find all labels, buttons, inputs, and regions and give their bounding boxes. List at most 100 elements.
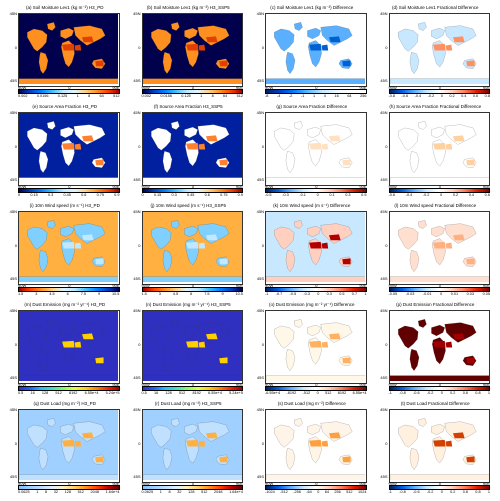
colorbar-ticks: -0.8-0.6-0.4-0.200.20.40.60.8 [389,95,491,99]
colorbar-gradient [142,89,244,94]
region-sahara [309,440,321,447]
panel-title: (h) Source Area Fraction Fractional Diff… [375,103,497,111]
region-c_asia [329,135,341,141]
region-c_asia [329,234,341,240]
region-sahara [433,440,445,447]
region-c_asia [206,333,218,339]
region-arabia [445,144,452,150]
panel-a: (a) Soil Moisture Lev1 (kg m⁻²) H3_PD45N… [4,4,126,101]
region-arabia [198,441,205,447]
region-aus_desert [342,456,350,462]
colorbar-ticks: -6.55e+4-8192-512051281926.55e+4 [265,392,367,396]
region-sahara [186,440,198,447]
region-arabia [322,441,329,447]
land-antarctica [143,178,242,184]
colorbar-ticks: 0.0625183212851220481.64e+4 [142,491,244,495]
colorbar-ticks: 0.51612851281926.55e+45.24e+5 [142,392,244,396]
panel-q: (q) Dust Load (mg m⁻²) H3_PD45N045S90W09… [4,400,126,497]
region-aus_desert [342,60,350,66]
map-area [265,112,367,186]
land-antarctica [266,277,365,283]
region-c_asia [206,432,218,438]
panel-title: (c) Soil Moisture Lev1 (kg m⁻²) Differen… [251,4,373,12]
colorbar: -6.55e+4-8192-512051281926.55e+4 [265,386,367,398]
region-arabia [322,342,329,348]
y-axis-labels: 45N045S [375,408,389,479]
region-sahara [186,143,198,150]
land-antarctica [390,79,489,85]
panel-title: (p) Dust Emission Fractional Difference [375,301,497,309]
land-antarctica [390,277,489,283]
land-antarctica [19,178,118,184]
y-axis-labels: 45N045S [128,309,142,380]
colorbar-ticks: 00.150.30.450.60.750.9 [142,194,244,198]
region-aus_desert [466,456,474,462]
region-arabia [322,45,329,51]
region-arabia [198,342,205,348]
y-axis-labels: 45N045S [128,408,142,479]
panel-n: (n) Dust Emission (mg m⁻² yr⁻¹) H3_SSP54… [128,301,250,398]
map-area [142,13,244,87]
region-sahara [309,143,321,150]
region-arabia [75,243,82,249]
region-sahara [62,341,74,348]
colorbar-ticks: 0.51612851281926.55e+45.24e+5 [18,392,120,396]
panel-i: (i) 10m Wind speed (m s⁻¹) H3_PD45N045S9… [4,202,126,299]
land-antarctica [266,475,365,481]
y-axis-labels: 45N045S [128,12,142,83]
map-area [18,112,120,186]
panel-f: (f) Source Area Fraction H3_SSP545N045S9… [128,103,250,200]
map-area [265,409,367,483]
y-axis-labels: 45N045S [4,12,18,83]
panel-s: (s) Dust Load (mg m⁻²) Difference45N045S… [251,400,373,497]
colorbar: -0.05-0.03-0.0100.010.030.05 [389,287,491,299]
region-sahara [309,341,321,348]
region-c_asia [82,135,94,141]
y-axis-labels: 45N045S [251,12,265,83]
colorbar-ticks: -0.5-0.3-0.100.10.30.5 [265,194,367,198]
region-arabia [198,45,205,51]
region-arabia [322,144,329,150]
region-c_asia [329,36,341,42]
y-axis-labels: 45N045S [128,210,142,281]
map-area [389,409,491,483]
map-area [18,310,120,384]
region-c_asia [453,234,465,240]
panel-title: (s) Dust Load (mg m⁻²) Difference [251,400,373,408]
panel-title: (i) 10m Wind speed (m s⁻¹) H3_PD [4,202,126,210]
panel-d: (d) Soil Moisture Lev1 Fractional Differ… [375,4,497,101]
y-axis-labels: 45N045S [251,210,265,281]
colorbar: 0.0020.01560.1251864512 [142,89,244,101]
region-aus_desert [466,159,474,165]
panel-g: (g) Source Area Fraction Difference45N04… [251,103,373,200]
colorbar: 0.0625183212851220481.64e+4 [142,485,244,497]
colorbar-ticks: 0.0020.01560.1251864512 [142,95,244,99]
y-axis-labels: 45N045S [4,210,18,281]
colorbar-ticks: -0.05-0.03-0.0100.010.030.05 [389,293,491,297]
colorbar: -0.6-0.4-0.200.20.40.6 [389,188,491,200]
region-sahara [62,143,74,150]
region-arabia [198,243,205,249]
colorbar: 00.150.30.450.60.750.9 [142,188,244,200]
colorbar: -0.5-0.3-0.100.10.30.5 [265,188,367,200]
panel-title: (a) Soil Moisture Lev1 (kg m⁻²) H3_PD [4,4,126,12]
y-axis-labels: 45N045S [375,111,389,182]
region-aus_desert [342,258,350,264]
colorbar-ticks: 0.0020.01560.1251864512 [18,95,120,99]
region-sahara [186,242,198,249]
region-sahara [309,242,321,249]
colorbar-ticks: -1-0.8-0.6-0.200.20.60.81 [389,392,491,396]
region-c_asia [329,432,341,438]
region-aus_desert [95,456,103,462]
land-antarctica [19,475,118,481]
region-c_asia [329,333,341,339]
region-aus_desert [95,357,103,363]
map-area [265,310,367,384]
panel-title: (t) Dust Load Fractional Difference [375,400,497,408]
colorbar: 0.0625183212851220481.64e+4 [18,485,120,497]
region-sahara [433,242,445,249]
panel-t: (t) Dust Load Fractional Difference45N04… [375,400,497,497]
panel-title: (q) Dust Load (mg m⁻²) H3_PD [4,400,126,408]
land-antarctica [266,376,365,382]
land-antarctica [143,376,242,382]
